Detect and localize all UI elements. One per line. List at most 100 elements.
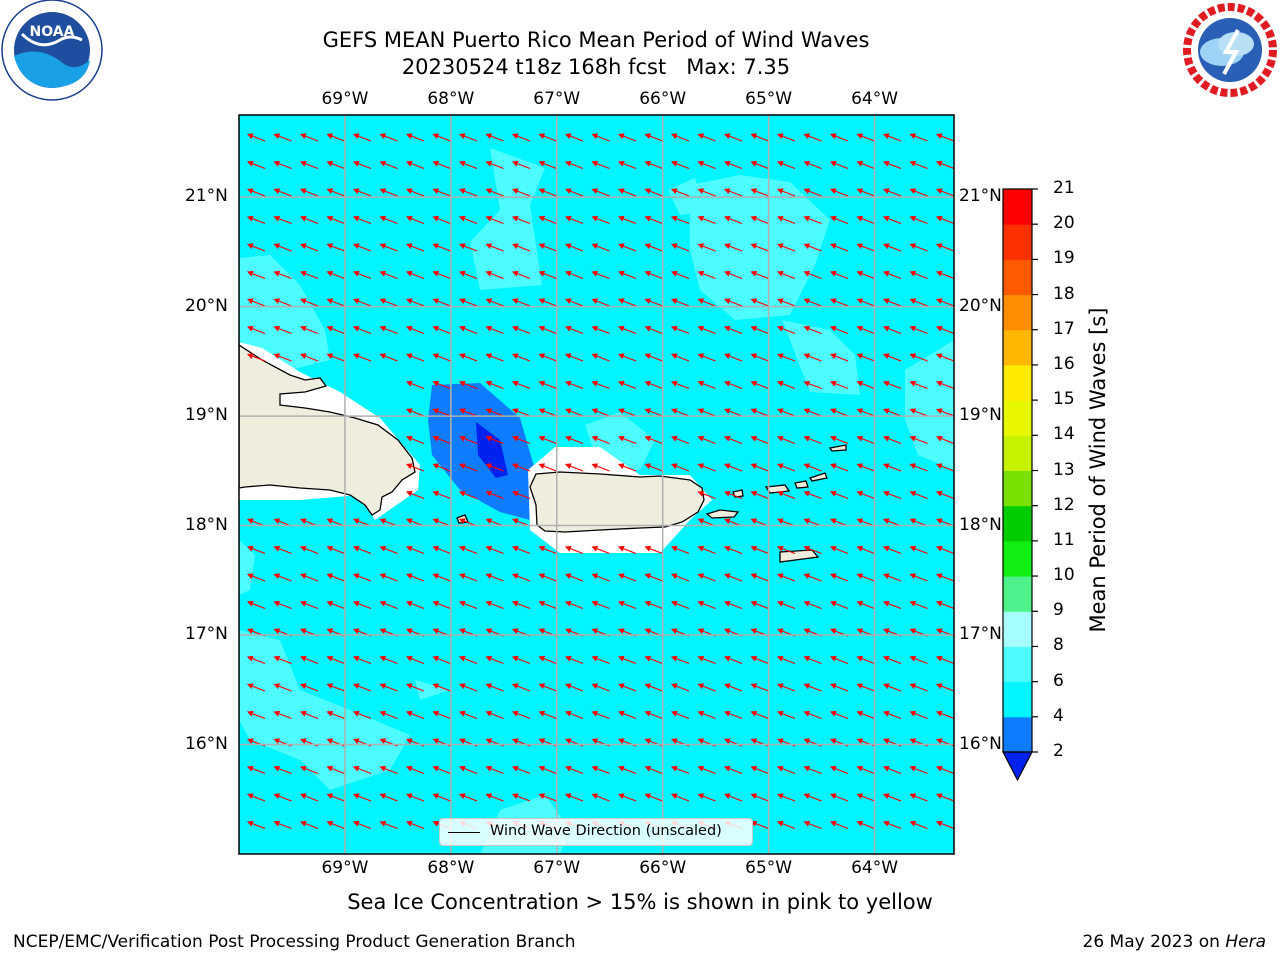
wind-arrow	[273, 243, 292, 252]
wind-arrow	[856, 683, 875, 692]
wind-arrow	[803, 408, 822, 417]
wind-arrow	[856, 435, 875, 445]
wind-arrow	[723, 545, 743, 555]
wind-arrow	[246, 325, 266, 335]
wind-arrow	[485, 133, 504, 142]
colorbar-tick-label: 17	[1053, 318, 1075, 339]
wind-arrow	[670, 408, 690, 417]
wind-arrow	[432, 215, 451, 225]
wind-arrow	[670, 710, 690, 720]
wind-arrow	[803, 298, 822, 307]
colorbar	[1002, 188, 1038, 782]
wind-arrow	[882, 683, 902, 692]
wind-arrow	[591, 270, 610, 280]
wind-arrow	[803, 710, 822, 720]
wind-arrow	[697, 215, 716, 225]
wind-arrow	[326, 160, 345, 170]
wind-arrow	[829, 820, 849, 830]
colorbar-segment	[1003, 364, 1032, 401]
wind-arrow	[776, 298, 796, 307]
wind-arrow	[432, 793, 451, 802]
wind-arrow	[803, 270, 822, 280]
wind-arrow	[538, 380, 557, 390]
wind-arrow	[856, 793, 875, 802]
wind-arrow	[882, 353, 902, 362]
colorbar-segment	[1003, 294, 1032, 331]
wind-arrow	[511, 298, 531, 307]
wind-arrow	[379, 573, 398, 582]
wind-arrow	[511, 353, 531, 362]
land	[239, 344, 847, 563]
wind-arrow	[326, 243, 345, 252]
wind-arrow	[432, 435, 451, 445]
wind-arrow	[882, 573, 902, 582]
colorbar-extend-min	[1002, 751, 1033, 782]
wind-arrow	[485, 545, 504, 555]
wind-arrow	[909, 490, 928, 500]
wind-arrow	[803, 793, 822, 802]
colorbar-segment	[1003, 435, 1032, 471]
wind-arrow	[299, 655, 319, 665]
wind-arrow	[591, 765, 610, 775]
wind-arrow	[511, 215, 531, 225]
wind-arrow	[935, 325, 954, 335]
wind-arrow	[485, 435, 504, 445]
tortola-island	[808, 472, 828, 482]
wind-arrow	[273, 710, 292, 720]
wind-arrow	[511, 490, 531, 500]
wind-arrow	[776, 820, 796, 830]
wind-arrow	[882, 325, 902, 335]
wind-arrow	[644, 243, 663, 252]
wind-arrow	[697, 710, 716, 720]
wind-arrow	[644, 545, 663, 555]
wind-arrow	[776, 683, 796, 692]
wind-arrow	[697, 435, 716, 445]
wind-arrow	[246, 298, 266, 307]
wind-arrow	[856, 710, 875, 720]
wind-arrow	[776, 270, 796, 280]
wind-arrow	[485, 655, 504, 665]
wind-arrow	[935, 545, 954, 555]
wind-arrow	[882, 463, 902, 472]
wind-arrow	[776, 408, 796, 417]
wind-arrow	[882, 160, 902, 170]
wind-arrow	[670, 435, 690, 445]
wind-arrow	[564, 435, 584, 445]
wind-arrow	[326, 188, 345, 197]
wind-arrow	[379, 298, 398, 307]
map-frame	[238, 114, 955, 855]
wind-arrow	[856, 325, 875, 335]
wind-arrow	[273, 600, 292, 610]
wind-arrow	[803, 573, 822, 582]
wind-arrow	[273, 353, 292, 362]
colorbar-segment	[1003, 259, 1032, 296]
wind-arrow	[670, 353, 690, 362]
wind-arrow	[485, 353, 504, 362]
wind-arrow	[723, 490, 743, 500]
lon-label-top: 66°W	[639, 89, 687, 109]
map-legend: Wind Wave Direction (unscaled)	[439, 818, 753, 846]
wind-arrow	[352, 793, 372, 802]
wind-arrow	[617, 188, 637, 197]
wind-arrow	[591, 600, 610, 610]
wind-arrow	[803, 325, 822, 335]
wind-arrow	[697, 270, 716, 280]
wind-arrow	[935, 600, 954, 610]
lon-label-top: 69°W	[321, 89, 369, 109]
wind-arrow	[458, 408, 478, 417]
lat-label-left: 17°N	[185, 624, 228, 645]
wind-arrow	[723, 188, 743, 197]
wind-arrow	[246, 215, 266, 225]
short-period-zone	[428, 383, 535, 520]
wind-arrow	[644, 600, 663, 610]
wind-arrow	[803, 243, 822, 252]
wind-arrow	[538, 463, 557, 472]
wind-arrow	[723, 765, 743, 775]
wind-arrow	[644, 160, 663, 170]
wind-arrow	[511, 600, 531, 610]
chart-title-line2: 20230524 t18z 168h fcst Max: 7.35	[401, 55, 791, 79]
wind-arrow	[458, 243, 478, 252]
lat-label-right: 16°N	[959, 733, 1002, 754]
wind-arrow	[697, 298, 716, 307]
wind-arrow	[803, 655, 822, 665]
